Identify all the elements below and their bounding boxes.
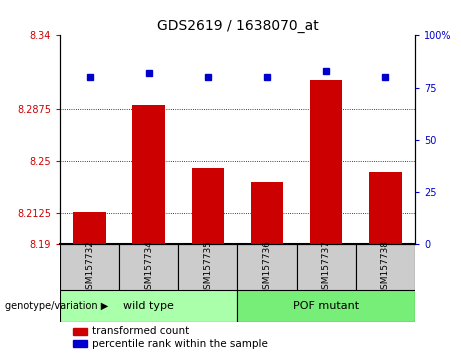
Text: wild type: wild type <box>123 301 174 311</box>
Text: GSM157737: GSM157737 <box>322 240 331 295</box>
Bar <box>251 182 283 244</box>
Bar <box>119 244 178 290</box>
Bar <box>296 244 356 290</box>
Bar <box>237 244 296 290</box>
Text: POF mutant: POF mutant <box>293 301 359 311</box>
Bar <box>369 172 402 244</box>
Bar <box>178 244 237 290</box>
Bar <box>310 80 343 244</box>
Text: GSM157736: GSM157736 <box>262 240 272 295</box>
Bar <box>132 105 165 244</box>
Bar <box>192 168 224 244</box>
Text: GSM157734: GSM157734 <box>144 240 153 295</box>
Bar <box>60 244 119 290</box>
Bar <box>356 244 415 290</box>
Bar <box>73 328 88 335</box>
Text: GSM157738: GSM157738 <box>381 240 390 295</box>
Text: genotype/variation ▶: genotype/variation ▶ <box>5 301 108 311</box>
Text: transformed count: transformed count <box>91 326 189 336</box>
Bar <box>237 290 415 322</box>
Bar <box>73 212 106 244</box>
Bar <box>73 340 88 347</box>
Text: GSM157735: GSM157735 <box>203 240 213 295</box>
Bar <box>60 290 237 322</box>
Text: GSM157732: GSM157732 <box>85 240 94 295</box>
Title: GDS2619 / 1638070_at: GDS2619 / 1638070_at <box>157 19 318 33</box>
Text: percentile rank within the sample: percentile rank within the sample <box>91 339 267 349</box>
